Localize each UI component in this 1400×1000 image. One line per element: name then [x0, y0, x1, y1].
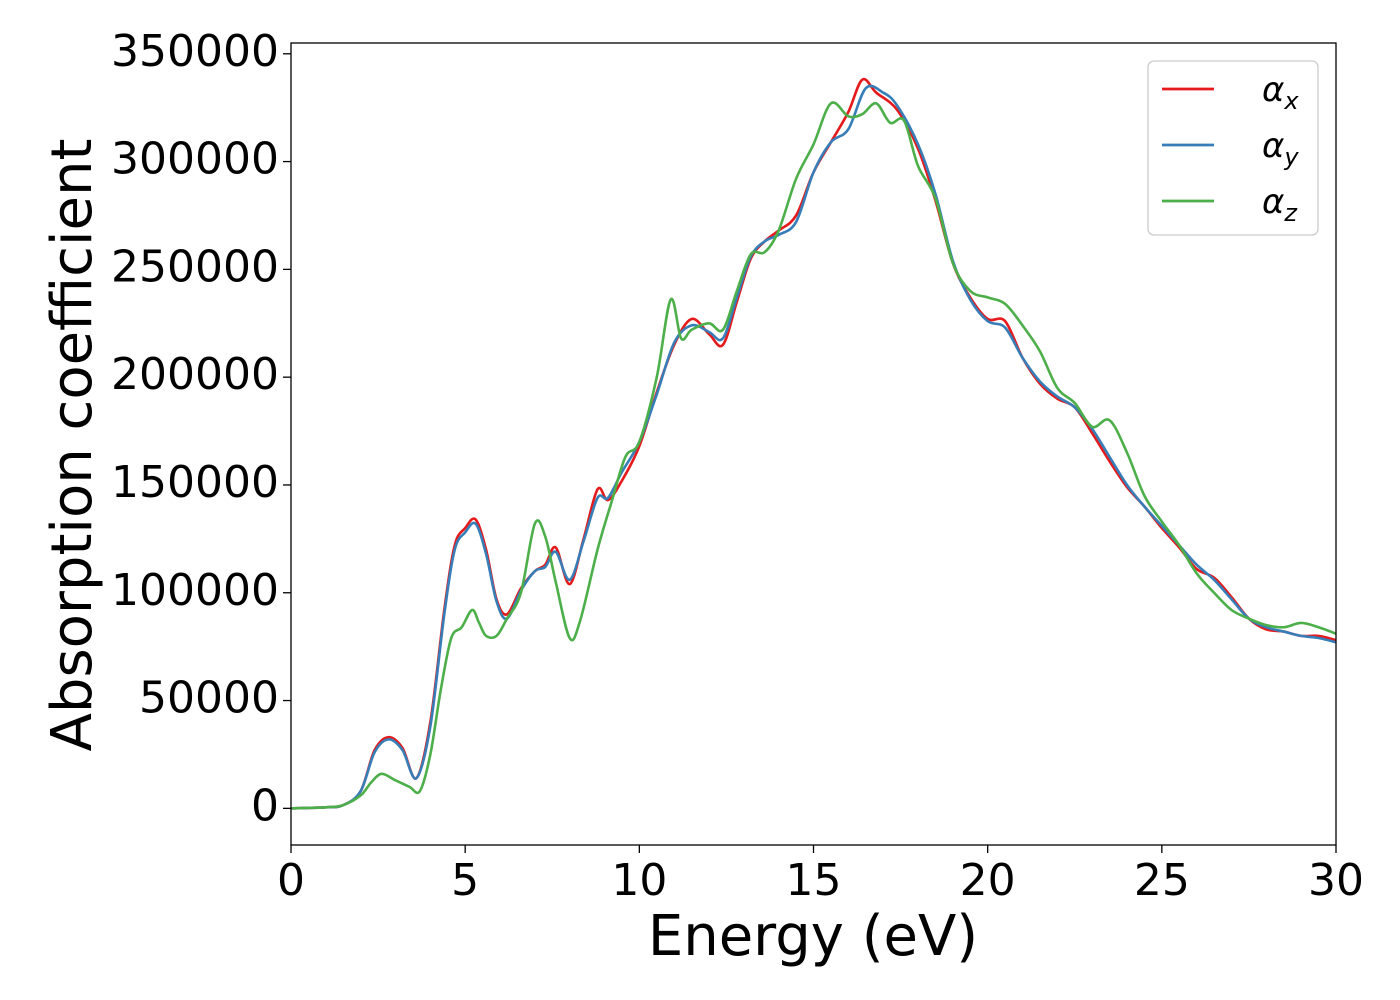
x-tick-label: 25: [1134, 855, 1190, 906]
x-axis-title: Energy (eV): [648, 904, 978, 969]
x-tick-label: 5: [451, 855, 479, 906]
legend-label-y: αy: [1262, 126, 1299, 171]
x-tick-label: 10: [611, 855, 667, 906]
legend-box: [1147, 60, 1319, 236]
y-tick-label: 100000: [111, 565, 279, 616]
y-tick-label: 0: [251, 780, 279, 831]
legend: αx αy αz: [1147, 60, 1319, 236]
y-tick-label: 50000: [139, 673, 279, 724]
legend-label-x: αx: [1262, 70, 1299, 115]
y-axis-title-group: Absorption coefficient: [40, 139, 105, 752]
y-tick-label: 300000: [111, 134, 279, 185]
y-tick-label: 200000: [111, 349, 279, 400]
y-tick-label: 150000: [111, 457, 279, 508]
x-tick-label: 20: [960, 855, 1016, 906]
y-axis-title: Absorption coefficient: [40, 139, 105, 752]
x-tick-label: 15: [786, 855, 842, 906]
y-tick-label: 350000: [111, 26, 279, 77]
x-tick-label: 0: [277, 855, 305, 906]
series-line-z: [291, 101, 1336, 810]
plot-area: 0 5 10 15 20 25 30 0 50000 100000 150000 200000 2500…: [111, 26, 1364, 906]
x-tick-label: 30: [1308, 855, 1364, 906]
y-tick-label: 250000: [111, 241, 279, 292]
series-lines: [291, 77, 1336, 810]
series-line-y: [291, 84, 1336, 810]
legend-label-z: αz: [1262, 182, 1298, 227]
